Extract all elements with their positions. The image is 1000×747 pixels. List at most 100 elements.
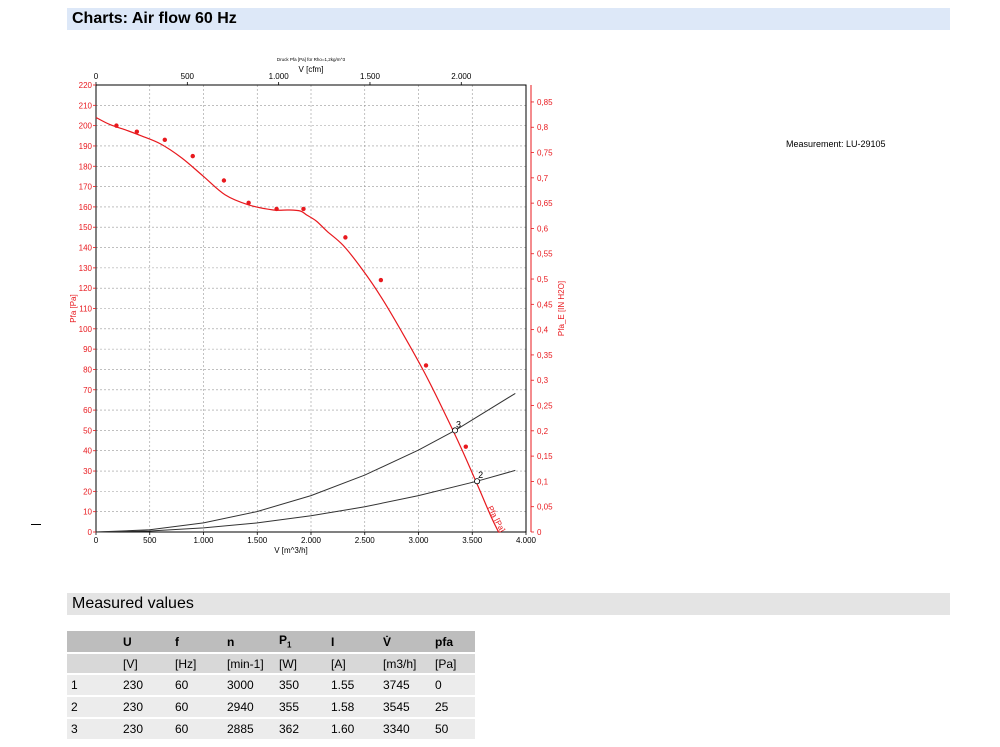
pressure-data-point xyxy=(463,444,468,449)
pressure-data-point xyxy=(190,153,195,159)
x-tick-label: 1.500 xyxy=(247,536,268,545)
table-cell: 3745 xyxy=(379,675,431,695)
table-cell: 25 xyxy=(431,697,475,717)
unit-cell: [A] xyxy=(327,654,379,673)
y-tick-label: 170 xyxy=(79,183,93,192)
y2-tick-label: 0,1 xyxy=(537,477,549,486)
unit-cell: [Pa] xyxy=(431,654,475,673)
pressure-curve-line xyxy=(95,116,500,533)
pressure-data-point xyxy=(343,235,348,240)
operating-point-marker xyxy=(452,427,459,434)
x-tick-label: 3.500 xyxy=(462,536,483,545)
pressure-data-point xyxy=(423,363,429,368)
x2-tick-label: 1.500 xyxy=(360,72,381,81)
unit-cell xyxy=(67,654,119,673)
y-tick-label: 70 xyxy=(83,386,92,395)
x2-tick-label: 500 xyxy=(181,72,195,81)
y2-tick-label: 0,65 xyxy=(537,199,553,208)
y2-tick-label: 0,7 xyxy=(537,174,549,183)
y2-tick-label: 0,25 xyxy=(537,402,553,411)
y2-tick-label: 0,15 xyxy=(537,452,553,461)
y-tick-label: 140 xyxy=(79,244,93,253)
dash-mark xyxy=(31,524,41,525)
table-cell: 2885 xyxy=(223,719,275,739)
y-tick-label: 180 xyxy=(79,162,93,171)
table-cell: 50 xyxy=(431,719,475,739)
pressure-data-point xyxy=(162,137,167,143)
table-cell: 1.60 xyxy=(327,719,379,739)
header-current: I xyxy=(327,631,379,652)
table-cell: 230 xyxy=(119,675,171,695)
table-cell: 2 xyxy=(67,697,119,717)
operating-point-marker xyxy=(474,478,481,485)
y-axis-label: Pfa [Pa] xyxy=(69,294,78,322)
system-curve-line xyxy=(95,392,516,533)
y-tick-label: 90 xyxy=(83,345,92,354)
header-index xyxy=(67,631,119,652)
y2-tick-label: 0,75 xyxy=(537,149,553,158)
header-airflow: V̇ xyxy=(379,631,431,652)
x-tick-label: 4.000 xyxy=(516,536,537,545)
pressure-data-point xyxy=(246,200,251,206)
table-cell: 60 xyxy=(171,719,223,739)
y-tick-label: 10 xyxy=(83,508,92,517)
y-tick-label: 20 xyxy=(83,487,92,496)
y2-tick-label: 0,2 xyxy=(537,427,549,436)
system-curve-line xyxy=(95,469,516,533)
y2-tick-label: 0 xyxy=(537,528,542,537)
y-tick-label: 120 xyxy=(79,284,93,293)
table-row: 3 230 60 2885 362 1.60 3340 50 xyxy=(67,719,475,739)
y-tick-label: 60 xyxy=(83,406,92,415)
table-cell: 60 xyxy=(171,697,223,717)
table-cell: 1.55 xyxy=(327,675,379,695)
chart-subtitle: Druck Pfa [Pa] für Rho=1,2kg/m^3 xyxy=(277,57,346,62)
pressure-data-point xyxy=(274,206,279,212)
table-cell: 0 xyxy=(431,675,475,695)
pressure-data-point xyxy=(378,277,384,283)
table-cell: 3545 xyxy=(379,697,431,717)
y2-tick-label: 0,05 xyxy=(537,503,553,512)
table-cell: 230 xyxy=(119,697,171,717)
measured-values-table: U f n P1 I V̇ pfa [V] [Hz] [min-1] [W] [… xyxy=(67,629,475,741)
y2-tick-label: 0,55 xyxy=(537,250,553,259)
pressure-curve-label: Pfa [Pa] xyxy=(486,504,507,533)
charts-section-title: Charts: Air flow 60 Hz xyxy=(72,10,237,27)
table-cell: 1 xyxy=(67,675,119,695)
y-tick-label: 0 xyxy=(88,528,93,537)
y2-tick-label: 0,6 xyxy=(537,224,549,233)
y-tick-label: 110 xyxy=(79,305,92,314)
y-tick-label: 150 xyxy=(79,223,93,232)
unit-cell: [W] xyxy=(275,654,327,673)
table-cell: 350 xyxy=(275,675,327,695)
y-tick-label: 220 xyxy=(79,81,93,90)
x-tick-label: 1.000 xyxy=(193,536,214,545)
airflow-chart: Druck Pfa [Pa] für Rho=1,2kg/m^3 V [cfm] 0… xyxy=(69,57,566,555)
y2-tick-label: 0,8 xyxy=(537,123,549,132)
pressure-data-point xyxy=(114,123,119,128)
y-tick-label: 40 xyxy=(83,447,92,456)
measured-section-title: Measured values xyxy=(72,595,194,612)
measurement-id-label: Measurement: LU-29105 xyxy=(786,139,886,149)
operating-point-label: 3 xyxy=(456,419,461,429)
pressure-data-point xyxy=(221,178,227,183)
x-axis-label: V [m^3/h] xyxy=(274,546,308,555)
x-tick-label: 0 xyxy=(94,536,99,545)
x2-tick-label: 2.000 xyxy=(451,72,472,81)
y2-tick-label: 0,85 xyxy=(537,98,553,107)
x2-tick-label: 0 xyxy=(94,72,99,81)
unit-cell: [V] xyxy=(119,654,171,673)
pressure-data-point xyxy=(134,129,140,134)
header-power: P1 xyxy=(275,631,327,652)
y2-tick-label: 0,3 xyxy=(537,376,549,385)
subscript: 1 xyxy=(287,640,292,650)
measured-section-header: Measured values xyxy=(67,593,950,615)
y-tick-label: 50 xyxy=(83,426,92,435)
table-units-row: [V] [Hz] [min-1] [W] [A] [m3/h] [Pa] xyxy=(67,654,475,673)
header-speed: n xyxy=(223,631,275,652)
x-tick-label: 2.000 xyxy=(301,536,322,545)
table-cell: 60 xyxy=(171,675,223,695)
table-cell: 1.58 xyxy=(327,697,379,717)
table-cell: 362 xyxy=(275,719,327,739)
table-row: 2 230 60 2940 355 1.58 3545 25 xyxy=(67,697,475,717)
unit-cell: [Hz] xyxy=(171,654,223,673)
